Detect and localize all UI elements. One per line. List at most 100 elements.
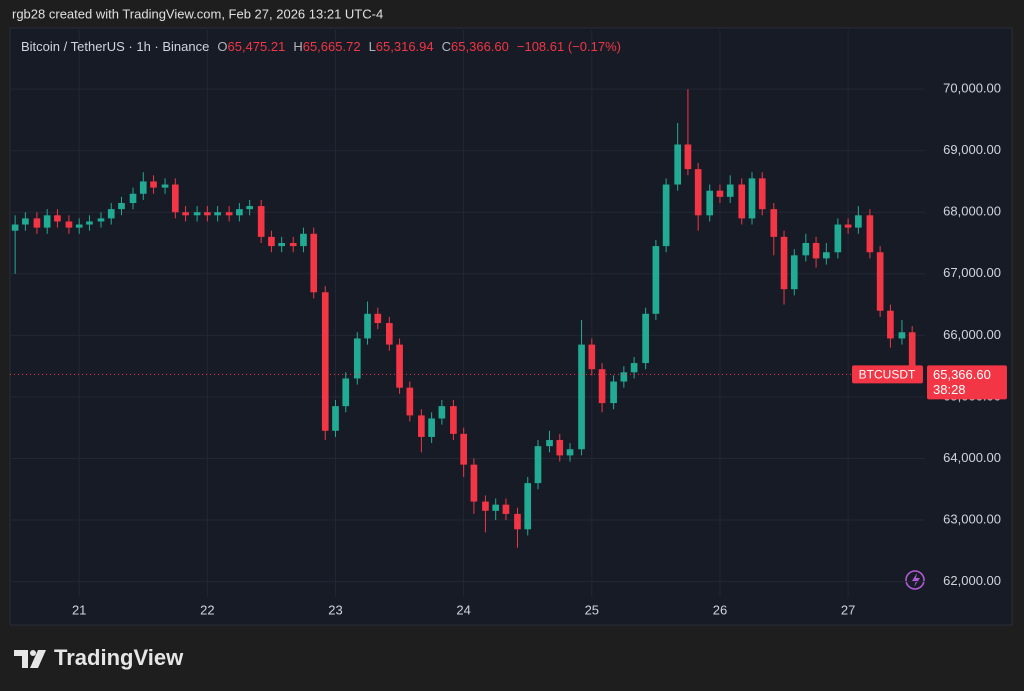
candle-body (246, 206, 253, 210)
candle-body (662, 184, 670, 247)
candle-body (642, 313, 649, 364)
logo-mark (14, 650, 28, 668)
ohlc-value: 65,665.72 (302, 39, 361, 54)
candle-body (610, 381, 617, 404)
candle-body (588, 344, 596, 370)
candle-body (278, 243, 286, 247)
y-tick-label: 68,000.00 (943, 204, 1001, 219)
candle-body (630, 363, 638, 373)
chart-panel (9, 27, 1013, 626)
candle-body (33, 218, 41, 228)
lightning-icon (905, 570, 925, 590)
candle-body (268, 236, 275, 247)
candle-body (300, 233, 307, 247)
candle-body (182, 212, 189, 216)
candle-body (257, 206, 265, 237)
candle-body (214, 212, 221, 216)
candle-body (738, 184, 746, 219)
logo-dot (30, 650, 36, 656)
x-tick-label: 27 (841, 602, 855, 617)
legend-title: Bitcoin / TetherUS · 1h · Binance (21, 39, 210, 54)
candle-body (790, 255, 798, 290)
candle-body (86, 221, 93, 225)
candle-body (193, 212, 201, 216)
x-tick-label: 22 (200, 602, 214, 617)
candle-body (353, 338, 361, 379)
grid (10, 30, 925, 597)
x-tick-label: 26 (713, 602, 727, 617)
price-tag-box (927, 365, 1007, 400)
candle-body (364, 313, 371, 339)
candle-body (470, 464, 478, 502)
candle-body (876, 252, 884, 311)
candle-body (866, 215, 874, 253)
price-tag: 65,366.60 (933, 367, 991, 382)
candle-body (107, 209, 115, 219)
candle-body (524, 483, 532, 530)
candle-body (748, 178, 756, 219)
candle-body (620, 372, 628, 382)
candle-body (674, 144, 681, 185)
candle-body (834, 224, 842, 253)
candle-body (150, 181, 157, 188)
candle-body (310, 233, 318, 293)
countdown: 38:28 (933, 382, 966, 397)
candle-body (22, 218, 29, 225)
x-tick-label: 25 (585, 602, 599, 617)
credit: rgb28 created with TradingView.com, Feb … (12, 6, 383, 21)
candle-body (236, 209, 243, 216)
candle-body (321, 292, 329, 431)
candle-body (716, 190, 724, 197)
candle-body (11, 224, 19, 231)
candle-body (812, 243, 820, 259)
candle-body (502, 504, 510, 514)
ohlc-label: L (368, 39, 376, 54)
x-tick-label: 24 (456, 602, 470, 617)
candle-body (706, 190, 714, 216)
candle-body (161, 184, 169, 188)
symbol-tag-box (852, 365, 923, 384)
candle-body (65, 221, 73, 228)
y-tick-label: 63,000.00 (943, 511, 1001, 526)
candle-body (482, 501, 489, 511)
candle-body (492, 504, 500, 511)
candle-body (844, 224, 852, 228)
y-tick-label: 69,000.00 (943, 142, 1001, 157)
candle-body (171, 184, 179, 213)
ohlc-label: H (293, 39, 303, 54)
icon-bolt (912, 573, 920, 587)
brand-logo (14, 650, 46, 668)
candle-body (534, 446, 542, 484)
candle-body (396, 344, 403, 388)
candle-body (855, 215, 862, 228)
candle-body (546, 440, 553, 447)
candle-body (887, 310, 894, 339)
candle-body (118, 202, 125, 210)
y-tick-label: 67,000.00 (943, 265, 1001, 280)
candle-body (898, 332, 906, 339)
candle-body (758, 178, 766, 210)
candle-body (385, 323, 393, 345)
x-tick-label: 23 (328, 602, 342, 617)
candle-body (566, 449, 574, 456)
change: −108.61 (−0.17%) (516, 39, 621, 54)
candle-body (726, 184, 734, 197)
ohlc-value: 65,475.21 (227, 39, 286, 54)
candle-body (43, 215, 51, 228)
candle-body (139, 181, 147, 194)
candle-body (129, 193, 137, 203)
brand-name: TradingView (54, 645, 184, 670)
candle-body (460, 433, 467, 465)
candle-body (822, 252, 830, 259)
y-tick-label: 66,000.00 (943, 327, 1001, 342)
candle-body (332, 406, 339, 431)
ohlc-value: 65,316.94 (375, 39, 434, 54)
candle-body (450, 406, 457, 434)
candle-body (204, 212, 211, 216)
symbol-tag: BTCUSDT (859, 368, 916, 382)
candle-body (652, 246, 660, 314)
candle-body (514, 513, 521, 530)
candle-body (598, 369, 606, 404)
y-tick-label: 64,000.00 (943, 450, 1001, 465)
